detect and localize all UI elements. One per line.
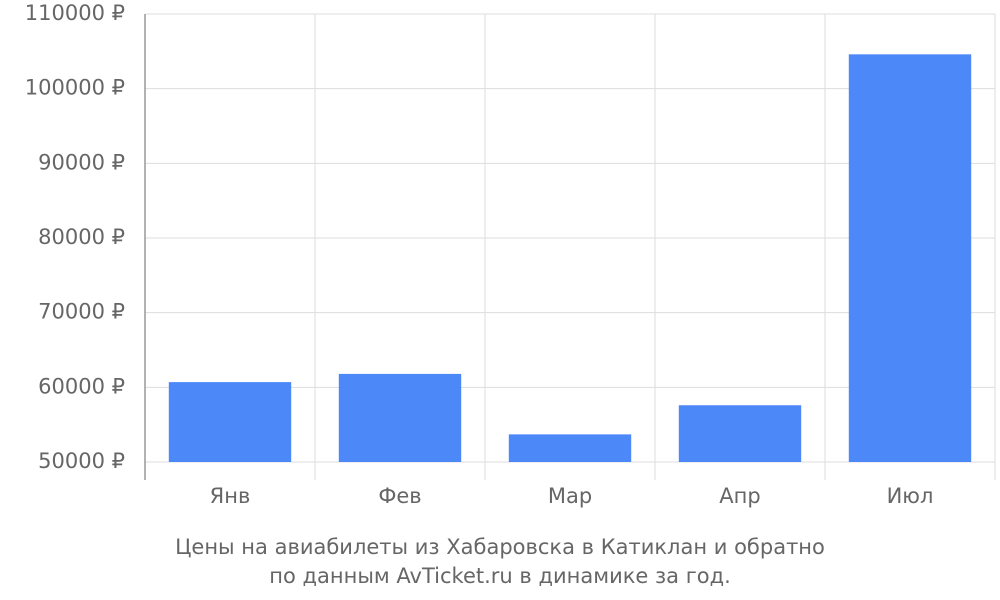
x-tick-label: Июл bbox=[887, 484, 934, 508]
y-tick-label: 60000 ₽ bbox=[38, 374, 125, 398]
y-tick-label: 80000 ₽ bbox=[38, 225, 125, 249]
y-tick-label: 90000 ₽ bbox=[38, 150, 125, 174]
chart-subtitle: по данным AvTicket.ru в динамике за год. bbox=[269, 564, 731, 588]
bar bbox=[168, 382, 292, 462]
bar bbox=[848, 54, 972, 462]
x-tick-label: Апр bbox=[719, 484, 760, 508]
bar bbox=[508, 434, 632, 462]
chart-title: Цены на авиабилеты из Хабаровска в Катик… bbox=[175, 535, 825, 559]
y-tick-label: 70000 ₽ bbox=[38, 300, 125, 324]
bar bbox=[338, 373, 462, 462]
y-tick-label: 50000 ₽ bbox=[38, 449, 125, 473]
x-tick-label: Фев bbox=[378, 484, 421, 508]
y-tick-label: 100000 ₽ bbox=[25, 76, 125, 100]
x-tick-label: Мар bbox=[548, 484, 592, 508]
y-tick-label: 110000 ₽ bbox=[25, 1, 125, 25]
bar bbox=[678, 405, 802, 462]
x-tick-label: Янв bbox=[210, 484, 251, 508]
